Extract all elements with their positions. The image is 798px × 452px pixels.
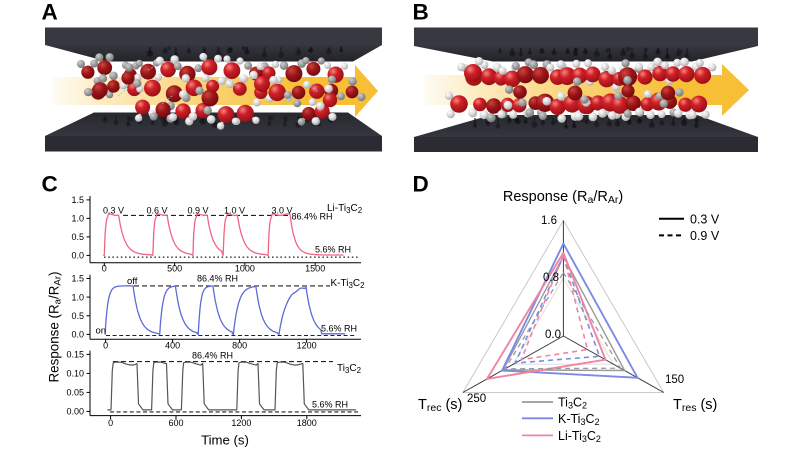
svg-text:Ti3C2: Ti3C2 (337, 363, 361, 375)
svg-text:Response (Ra/RAr): Response (Ra/RAr) (47, 272, 64, 383)
svg-text:0: 0 (102, 263, 107, 273)
svg-text:Li-Ti3C2: Li-Ti3C2 (327, 203, 362, 215)
svg-text:Tres (s): Tres (s) (673, 397, 717, 414)
svg-text:1.0: 1.0 (71, 292, 84, 302)
svg-text:600: 600 (168, 418, 183, 428)
svg-text:0.0: 0.0 (71, 251, 84, 261)
svg-text:1200: 1200 (297, 340, 317, 350)
svg-text:1.5: 1.5 (71, 195, 84, 205)
svg-text:1.6: 1.6 (541, 215, 557, 227)
svg-text:0.9 V: 0.9 V (690, 229, 720, 243)
svg-text:D: D (413, 172, 429, 197)
svg-text:0.0: 0.0 (71, 330, 84, 340)
svg-text:0.3 V: 0.3 V (103, 206, 124, 216)
svg-text:86.4% RH: 86.4% RH (197, 274, 238, 284)
svg-text:86.4% RH: 86.4% RH (292, 212, 333, 222)
svg-text:Li-Ti3C2: Li-Ti3C2 (558, 429, 601, 444)
svg-text:1.5: 1.5 (71, 274, 84, 284)
svg-text:0.00: 0.00 (66, 407, 84, 417)
svg-text:5.6% RH: 5.6% RH (312, 399, 348, 409)
svg-text:0.9 V: 0.9 V (187, 206, 208, 216)
svg-text:0.15: 0.15 (66, 350, 84, 360)
svg-text:1800: 1800 (297, 418, 317, 428)
svg-text:Ti3C2: Ti3C2 (558, 396, 587, 411)
svg-text:500: 500 (167, 263, 182, 273)
svg-text:86.4% RH: 86.4% RH (192, 350, 233, 360)
svg-text:3.0 V: 3.0 V (271, 206, 292, 216)
svg-text:800: 800 (232, 340, 247, 350)
svg-text:K-Ti3C2: K-Ti3C2 (331, 278, 365, 290)
svg-text:5.6% RH: 5.6% RH (315, 244, 351, 254)
svg-text:0.5: 0.5 (71, 311, 84, 321)
svg-text:Response (Ra/RAr): Response (Ra/RAr) (503, 189, 623, 206)
svg-text:250: 250 (467, 393, 486, 405)
svg-text:on: on (96, 326, 107, 337)
svg-text:1000: 1000 (235, 263, 255, 273)
svg-text:0.8: 0.8 (543, 272, 559, 284)
svg-text:A: A (42, 0, 58, 25)
svg-text:1.0 V: 1.0 V (224, 206, 245, 216)
svg-text:0.3 V: 0.3 V (690, 212, 720, 226)
svg-text:0.6 V: 0.6 V (146, 206, 167, 216)
svg-text:400: 400 (165, 340, 180, 350)
svg-text:Time (s): Time (s) (201, 433, 249, 448)
svg-text:0: 0 (108, 418, 113, 428)
svg-text:150: 150 (665, 374, 684, 386)
svg-text:0.5: 0.5 (71, 232, 84, 242)
svg-text:1.0: 1.0 (71, 214, 84, 224)
svg-text:0.05: 0.05 (66, 388, 84, 398)
svg-text:5.6% RH: 5.6% RH (321, 324, 357, 334)
svg-text:Trec (s): Trec (s) (418, 397, 462, 414)
svg-text:B: B (413, 0, 429, 25)
svg-text:0.10: 0.10 (66, 369, 84, 379)
svg-text:0.0: 0.0 (545, 329, 561, 341)
svg-text:off: off (127, 276, 138, 287)
svg-text:C: C (42, 172, 58, 197)
svg-text:0: 0 (103, 340, 108, 350)
svg-text:1200: 1200 (231, 418, 251, 428)
svg-text:1500: 1500 (305, 263, 325, 273)
svg-text:K-Ti3C2: K-Ti3C2 (558, 412, 600, 427)
